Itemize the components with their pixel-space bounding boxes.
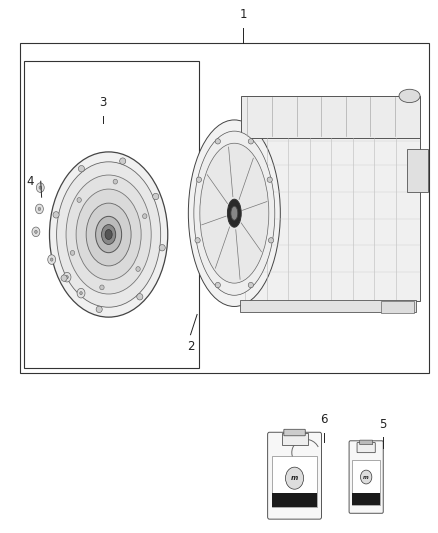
Text: 3: 3 [99,96,106,109]
Ellipse shape [61,275,67,281]
Ellipse shape [215,282,220,288]
Ellipse shape [137,294,143,300]
Ellipse shape [215,139,220,144]
Ellipse shape [76,189,141,280]
Text: 4: 4 [26,175,34,188]
Ellipse shape [248,139,254,144]
Ellipse shape [77,198,81,203]
Ellipse shape [66,175,151,294]
Ellipse shape [120,158,126,164]
FancyBboxPatch shape [282,433,307,446]
Ellipse shape [78,166,85,172]
Polygon shape [239,136,420,301]
Ellipse shape [195,238,200,243]
Circle shape [63,272,71,282]
Polygon shape [241,96,420,138]
Bar [272,456,317,507]
FancyBboxPatch shape [268,432,321,519]
Circle shape [35,204,43,214]
Circle shape [48,255,56,264]
Circle shape [360,470,372,484]
Circle shape [32,227,40,237]
Text: m: m [363,474,369,480]
Ellipse shape [248,282,254,288]
Circle shape [80,292,82,295]
FancyBboxPatch shape [381,301,414,313]
Ellipse shape [113,179,117,184]
Bar [20,43,429,373]
Ellipse shape [136,266,140,271]
Ellipse shape [194,131,275,295]
Ellipse shape [142,214,147,219]
Text: 5: 5 [380,418,387,431]
Bar [352,493,380,505]
FancyBboxPatch shape [284,429,305,436]
FancyBboxPatch shape [407,149,428,192]
Ellipse shape [49,152,168,317]
FancyBboxPatch shape [349,441,383,513]
Ellipse shape [153,193,159,200]
Ellipse shape [57,162,161,307]
Ellipse shape [95,216,122,253]
Ellipse shape [71,251,75,255]
Bar [24,61,199,368]
Ellipse shape [231,206,238,220]
Ellipse shape [53,212,59,218]
Bar [272,493,317,507]
FancyBboxPatch shape [357,442,375,453]
Ellipse shape [86,203,131,266]
Circle shape [286,467,304,489]
Ellipse shape [100,285,104,290]
Circle shape [36,183,44,192]
Bar [352,459,380,505]
Text: 1: 1 [239,9,247,21]
FancyBboxPatch shape [360,440,373,445]
Ellipse shape [267,177,272,182]
Ellipse shape [196,177,201,182]
Text: 6: 6 [320,414,328,426]
Ellipse shape [105,230,112,239]
Ellipse shape [102,224,116,245]
Ellipse shape [96,306,102,312]
Ellipse shape [268,238,274,243]
Circle shape [39,186,42,189]
Ellipse shape [399,89,420,102]
Ellipse shape [227,199,241,227]
Ellipse shape [159,245,165,251]
Circle shape [35,230,37,233]
Text: m: m [291,475,298,481]
Circle shape [77,288,85,298]
Ellipse shape [200,143,269,283]
Ellipse shape [188,120,280,306]
Circle shape [50,258,53,261]
Polygon shape [240,300,416,312]
Circle shape [66,276,68,279]
Text: 2: 2 [187,340,194,353]
Circle shape [38,207,41,211]
